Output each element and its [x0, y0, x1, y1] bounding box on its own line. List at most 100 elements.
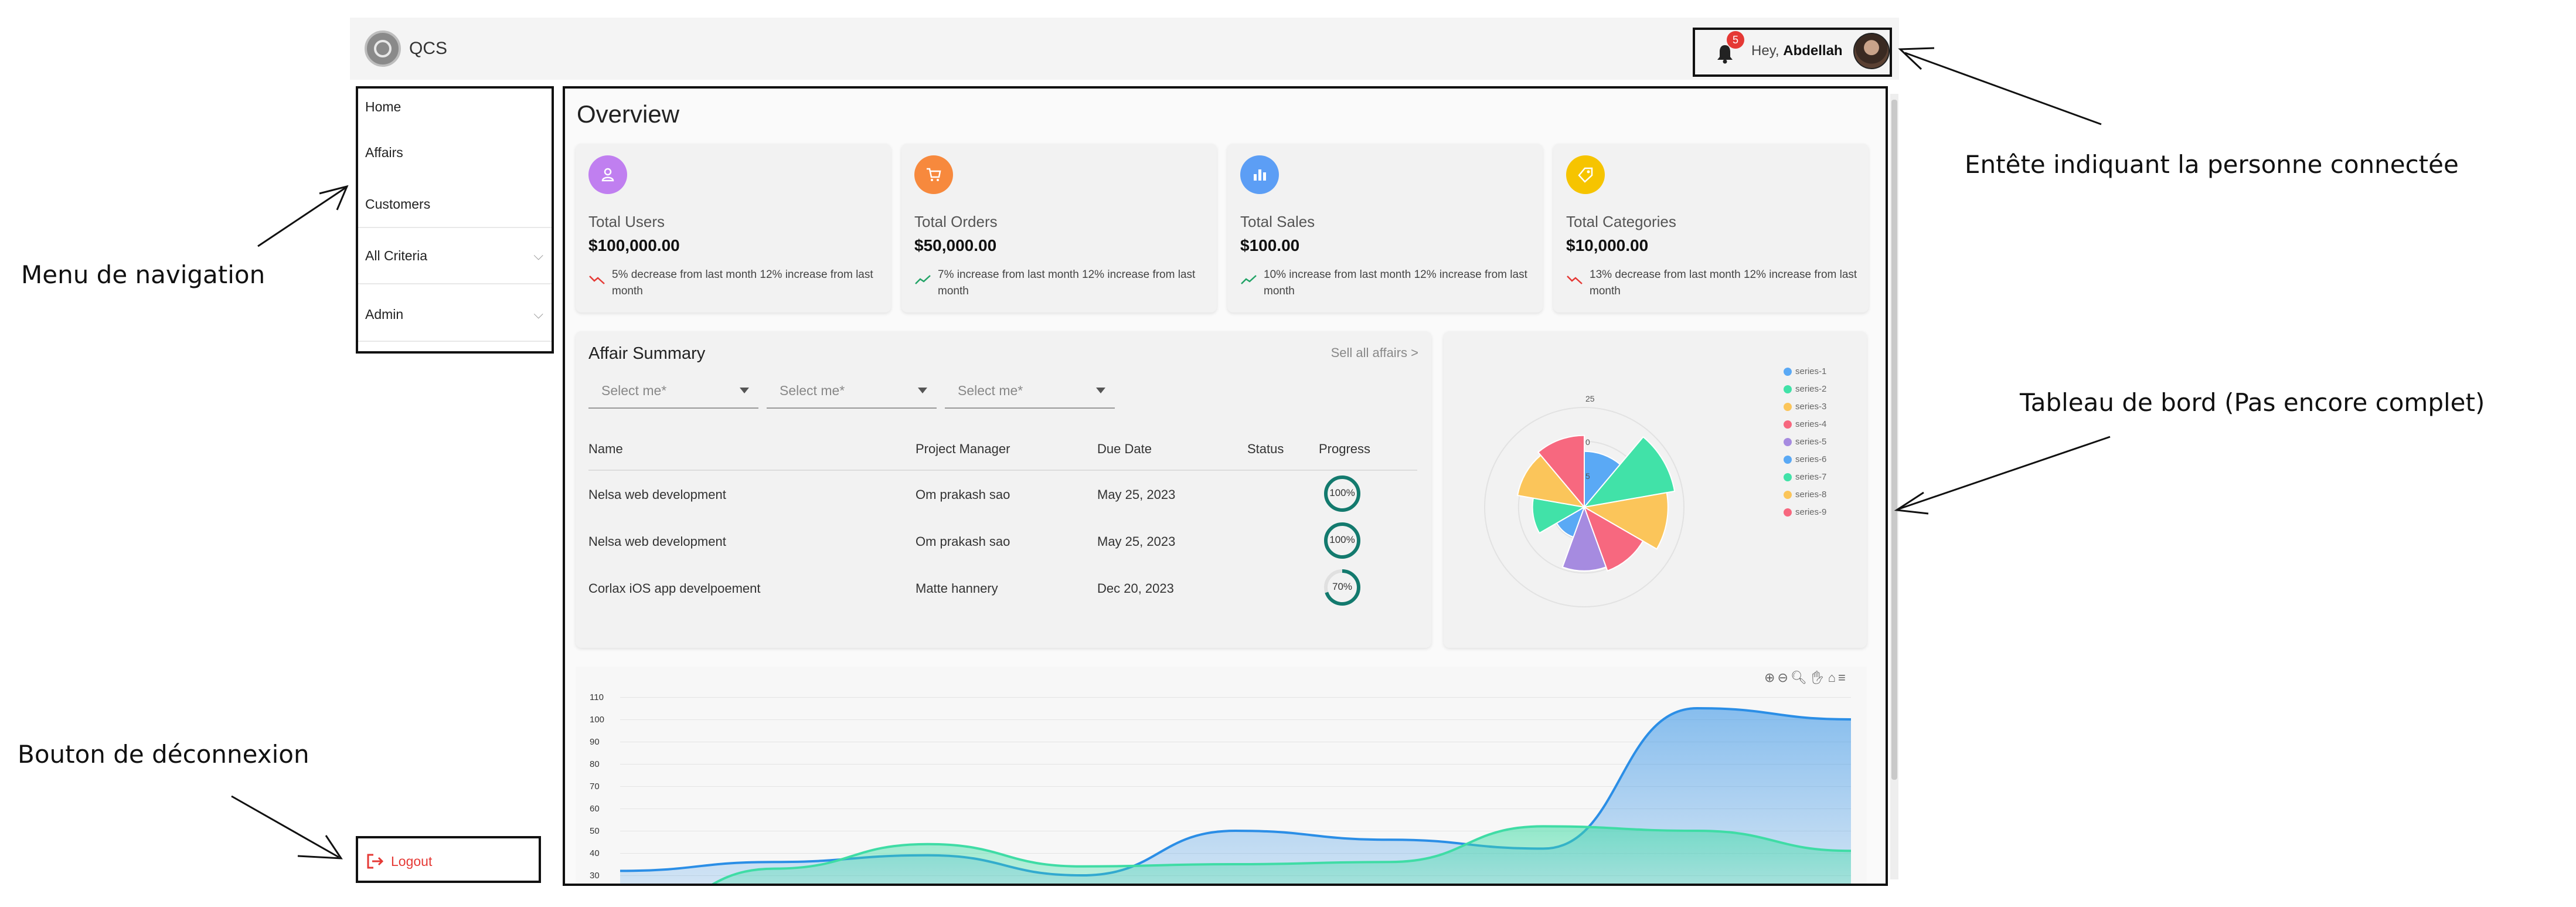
annotation-logout: Bouton de déconnexion [18, 740, 309, 769]
legend-item-series-7[interactable]: series-7 [1784, 472, 1826, 482]
y-tick-label: 30 [590, 871, 600, 881]
legend-label: series-5 [1795, 437, 1827, 447]
polar-slice-series-1[interactable] [1584, 450, 1621, 509]
logout-button[interactable]: Logout [356, 836, 541, 883]
column-header-status[interactable]: Status [1247, 441, 1284, 456]
area-line-series-2[interactable] [620, 825, 1852, 886]
chevron-down-icon: ⌵ [533, 248, 543, 263]
polar-slice-series-2[interactable] [1583, 436, 1676, 508]
polar-slice-series-8[interactable] [1516, 454, 1586, 508]
y-tick-label: 70 [590, 782, 600, 791]
y-tick-label: 40 [590, 848, 600, 858]
home-icon[interactable]: ⌂ [1828, 670, 1839, 685]
annotation-nav: Menu de navigation [21, 260, 266, 289]
trend-up-icon [915, 275, 931, 284]
progress-label: 100% [1329, 487, 1355, 498]
stat-card-users: Total Users $100,000.00 5% decrease from… [576, 144, 891, 312]
legend-item-series-6[interactable]: series-6 [1784, 454, 1826, 464]
filter-select-2[interactable]: Select me* [767, 376, 937, 409]
logout-icon [367, 854, 384, 869]
company-logo[interactable] [365, 30, 401, 67]
bar-chart-icon [1240, 155, 1279, 194]
user-info: 5 Hey, Abdellah [1693, 28, 1892, 77]
cell-due-date: Dec 20, 2023 [1097, 581, 1174, 596]
legend-label: series-8 [1795, 490, 1827, 500]
cell-due-date: May 25, 2023 [1097, 534, 1176, 549]
grid-line [620, 697, 1851, 698]
polar-slice-series-5[interactable] [1561, 505, 1607, 572]
filter-select-3[interactable]: Select me* [945, 376, 1115, 409]
progress-ring: 100% [1323, 474, 1362, 513]
legend-item-series-5[interactable]: series-5 [1784, 437, 1827, 447]
card-title: Total Sales [1240, 213, 1315, 230]
zoom-icon[interactable]: 🔍︎ [1790, 670, 1809, 685]
legend-item-series-3[interactable]: series-3 [1784, 402, 1826, 412]
column-header-manager[interactable]: Project Manager [916, 441, 1010, 456]
legend-item-series-4[interactable]: series-4 [1784, 419, 1826, 429]
sidebar-item-admin[interactable]: Admin ⌵ [365, 307, 543, 322]
legend-item-series-8[interactable]: series-8 [1784, 490, 1827, 500]
stat-card-sales: Total Sales $100.00 10% increase from la… [1227, 144, 1543, 312]
zoom-out-icon[interactable]: ⊖ [1777, 670, 1791, 685]
y-tick-label: 110 [590, 692, 604, 702]
polar-chart-canvas: 25 0 5 [1484, 394, 1685, 607]
chart-toolbar[interactable]: ⊕⊖🔍︎✋︎⌂≡ [1764, 670, 1848, 685]
area-chart-canvas [620, 706, 1852, 886]
legend-dot [1784, 420, 1792, 429]
column-header-name[interactable]: Name [588, 441, 623, 456]
notification-badge: 5 [1727, 31, 1744, 49]
legend-dot [1784, 491, 1792, 499]
pan-icon[interactable]: ✋︎ [1809, 670, 1828, 685]
trend-up-icon [1241, 275, 1257, 284]
polar-area-chart: 25 0 5 series-1 series-2 series-3 series-4 ser… [1444, 331, 1867, 648]
cell-manager: Om prakash sao [916, 534, 1010, 549]
affair-summary-panel: Affair Summary Sell all affairs > Select… [576, 331, 1431, 648]
area-chart: ⊕⊖🔍︎✋︎⌂≡ 110 100 90 80 70 60 50 40 30 [576, 667, 1867, 886]
avatar[interactable] [1853, 33, 1890, 69]
stat-card-categories: Total Categories $10,000.00 13% decrease… [1553, 144, 1869, 312]
progress-ring: 100% [1323, 521, 1362, 560]
sidebar-item-all-criteria[interactable]: All Criteria ⌵ [365, 248, 543, 263]
column-header-due-date[interactable]: Due Date [1097, 441, 1152, 456]
menu-icon[interactable]: ≡ [1838, 670, 1848, 685]
cell-name: Nelsa web development [588, 534, 726, 549]
legend-dot [1784, 456, 1792, 464]
see-all-affairs-link[interactable]: Sell all affairs > [1330, 345, 1418, 360]
polar-slice-series-9[interactable] [1537, 434, 1585, 509]
legend-item-series-1[interactable]: series-1 [1784, 366, 1826, 376]
dashboard-main: Overview Total Users $100,000.00 5% decr… [563, 86, 1888, 886]
affair-summary-title: Affair Summary [588, 344, 706, 363]
column-header-progress[interactable]: Progress [1319, 441, 1371, 456]
card-note: 5% decrease from last month 12% increase… [612, 269, 873, 297]
cart-icon [914, 155, 953, 194]
navigation-menu: Home Affairs Customers All Criteria ⌵ Adm… [356, 86, 554, 354]
sidebar-item-home[interactable]: Home [365, 99, 401, 114]
cell-manager: Om prakash sao [916, 487, 1010, 502]
cell-name: Corlax iOS app develpoement [588, 581, 761, 596]
sidebar-item-customers[interactable]: Customers [365, 196, 431, 212]
filter-select-1[interactable]: Select me* [588, 376, 758, 409]
cell-name: Nelsa web development [588, 487, 726, 502]
bell-icon[interactable] [1716, 44, 1734, 64]
cell-due-date: May 25, 2023 [1097, 487, 1176, 502]
card-value: $10,000.00 [1566, 236, 1649, 254]
card-title: Total Users [588, 213, 665, 230]
scrollbar-thumb[interactable] [1891, 100, 1897, 780]
tag-icon [1566, 155, 1605, 194]
user-greeting: Hey, Abdellah [1751, 43, 1843, 59]
polar-slice-series-4[interactable] [1583, 505, 1644, 572]
polar-tick-label: 0 [1585, 437, 1590, 447]
legend-item-series-9[interactable]: series-9 [1784, 507, 1827, 517]
sidebar-item-affairs[interactable]: Affairs [365, 145, 403, 160]
card-title: Total Orders [914, 213, 998, 230]
legend-dot [1784, 438, 1792, 446]
legend-label: series-9 [1795, 507, 1827, 517]
legend-item-series-2[interactable]: series-2 [1784, 384, 1826, 394]
grid-line [620, 786, 1851, 787]
polar-slice-series-3[interactable] [1583, 492, 1669, 550]
progress-label: 70% [1332, 581, 1353, 592]
app-header: QCS 5 Hey, Abdellah [350, 18, 1899, 80]
zoom-in-icon[interactable]: ⊕ [1764, 670, 1778, 685]
legend-dot [1784, 403, 1792, 411]
legend-dot [1784, 368, 1792, 376]
